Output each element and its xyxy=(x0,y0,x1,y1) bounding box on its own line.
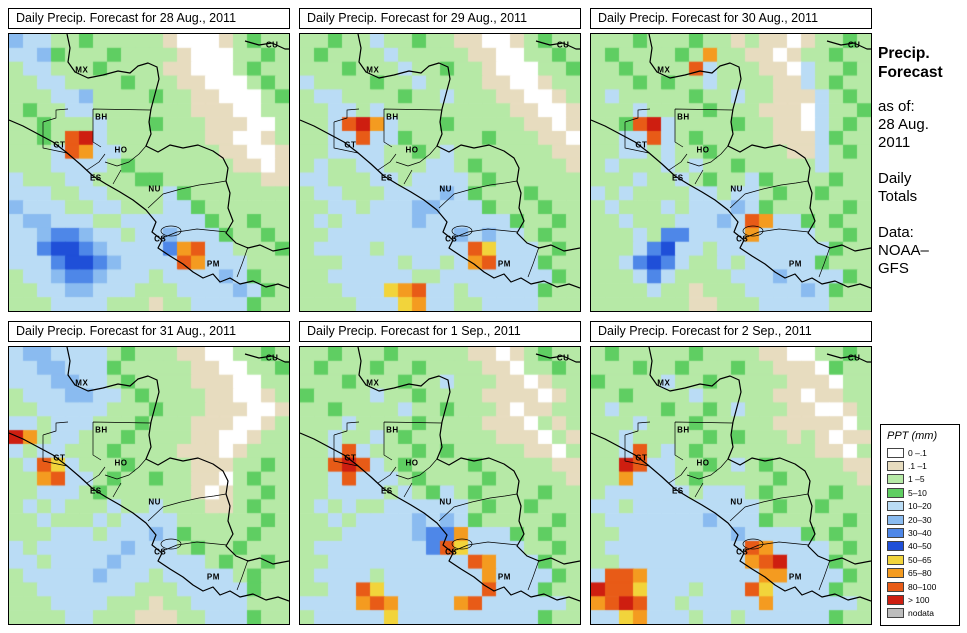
map-box: MX CU BH GT HO ES NU CS PM xyxy=(299,346,581,625)
legend-swatch xyxy=(887,528,904,539)
sidebar-title: Precip. Forecast xyxy=(878,44,964,82)
legend-row: 40–50 xyxy=(887,540,955,553)
legend-swatch xyxy=(887,554,904,565)
sidebar: Precip. Forecast as of: 28 Aug. 2011 Dai… xyxy=(878,44,964,296)
sidebar-title-line1: Precip. xyxy=(878,45,930,62)
forecast-grid: Daily Precip. Forecast for 28 Aug., 2011… xyxy=(8,8,872,625)
legend-label: 30–40 xyxy=(908,528,932,539)
asof-date-line2: 2011 xyxy=(878,134,911,151)
legend-swatch xyxy=(887,501,904,512)
forecast-panel: Daily Precip. Forecast for 30 Aug., 2011… xyxy=(590,8,872,312)
coastline-overlay xyxy=(591,347,871,602)
legend-row: 10–20 xyxy=(887,500,955,513)
legend-row: .1 –1 xyxy=(887,459,955,472)
legend-row: 30–40 xyxy=(887,526,955,539)
legend-row: 80–100 xyxy=(887,580,955,593)
legend-label: 5–10 xyxy=(908,487,927,498)
legend-row: nodata xyxy=(887,607,955,620)
precip-raster xyxy=(300,34,580,311)
panel-title: Daily Precip. Forecast for 29 Aug., 2011 xyxy=(299,8,581,29)
legend-label: 0 –.1 xyxy=(908,447,927,458)
legend-swatch xyxy=(887,487,904,498)
legend-swatch xyxy=(887,541,904,552)
asof-block: as of: 28 Aug. 2011 xyxy=(878,98,964,152)
totals-line2: Totals xyxy=(878,188,918,205)
legend-row: 20–30 xyxy=(887,513,955,526)
forecast-panel: Daily Precip. Forecast for 31 Aug., 2011… xyxy=(8,321,290,625)
map-box: MX CU BH GT HO ES NU CS PM xyxy=(8,33,290,312)
legend-row: > 100 xyxy=(887,593,955,606)
legend-swatch xyxy=(887,447,904,458)
map-box: MX CU BH GT HO ES NU CS PM xyxy=(299,33,581,312)
data-source-block: Data: NOAA– GFS xyxy=(878,224,964,278)
coastline-overlay xyxy=(9,347,289,602)
coastline-overlay xyxy=(591,34,871,289)
data-source-line1: NOAA– xyxy=(878,242,929,259)
forecast-panel: Daily Precip. Forecast for 28 Aug., 2011… xyxy=(8,8,290,312)
map-box: MX CU BH GT HO ES NU CS PM xyxy=(8,346,290,625)
map-box: MX CU BH GT HO ES NU CS PM xyxy=(590,346,872,625)
legend-label: 40–50 xyxy=(908,541,932,552)
asof-date-line1: 28 Aug. xyxy=(878,116,929,133)
coastline-overlay xyxy=(300,34,580,289)
panel-title: Daily Precip. Forecast for 28 Aug., 2011 xyxy=(8,8,290,29)
legend-label: 1 –5 xyxy=(908,474,925,485)
legend-swatch xyxy=(887,461,904,472)
precip-raster xyxy=(9,347,289,624)
data-source-label: Data: xyxy=(878,224,914,241)
legend-label: .1 –1 xyxy=(908,461,927,472)
precip-raster xyxy=(591,34,871,311)
legend-label: 65–80 xyxy=(908,568,932,579)
legend-swatch xyxy=(887,474,904,485)
sidebar-title-line2: Forecast xyxy=(878,64,943,81)
legend-label: 50–65 xyxy=(908,554,932,565)
legend-title: PPT (mm) xyxy=(887,430,938,442)
legend-row: 65–80 xyxy=(887,567,955,580)
forecast-panel: Daily Precip. Forecast for 29 Aug., 2011… xyxy=(299,8,581,312)
forecast-panel: Daily Precip. Forecast for 2 Sep., 2011 … xyxy=(590,321,872,625)
legend-swatch xyxy=(887,568,904,579)
asof-label: as of: xyxy=(878,98,915,115)
legend-swatch xyxy=(887,514,904,525)
legend-row: 1 –5 xyxy=(887,473,955,486)
legend-label: 20–30 xyxy=(908,514,932,525)
coastline-overlay xyxy=(9,34,289,289)
legend-label: > 100 xyxy=(908,594,930,605)
legend-swatch xyxy=(887,608,904,619)
legend-label: nodata xyxy=(908,608,934,619)
coastline-overlay xyxy=(300,347,580,602)
legend-swatch xyxy=(887,594,904,605)
totals-block: Daily Totals xyxy=(878,170,964,206)
panel-title: Daily Precip. Forecast for 2 Sep., 2011 xyxy=(590,321,872,342)
legend-row: 50–65 xyxy=(887,553,955,566)
legend-row: 0 –.1 xyxy=(887,446,955,459)
legend-row: 5–10 xyxy=(887,486,955,499)
legend-label: 10–20 xyxy=(908,501,932,512)
map-box: MX CU BH GT HO ES NU CS PM xyxy=(590,33,872,312)
panel-title: Daily Precip. Forecast for 1 Sep., 2011 xyxy=(299,321,581,342)
legend-items: 0 –.1 .1 –1 1 –5 5–10 10–20 20–30 30–40 40–50 50… xyxy=(887,446,955,620)
forecast-panel: Daily Precip. Forecast for 1 Sep., 2011 … xyxy=(299,321,581,625)
legend: PPT (mm) 0 –.1 .1 –1 1 –5 5–10 10–20 20–30 30–… xyxy=(880,424,960,627)
panel-title: Daily Precip. Forecast for 30 Aug., 2011 xyxy=(590,8,872,29)
panel-title: Daily Precip. Forecast for 31 Aug., 2011 xyxy=(8,321,290,342)
totals-line1: Daily xyxy=(878,170,912,187)
precip-raster xyxy=(300,347,580,624)
precip-raster xyxy=(9,34,289,311)
legend-swatch xyxy=(887,581,904,592)
precip-raster xyxy=(591,347,871,624)
legend-label: 80–100 xyxy=(908,581,937,592)
data-source-line2: GFS xyxy=(878,260,909,277)
